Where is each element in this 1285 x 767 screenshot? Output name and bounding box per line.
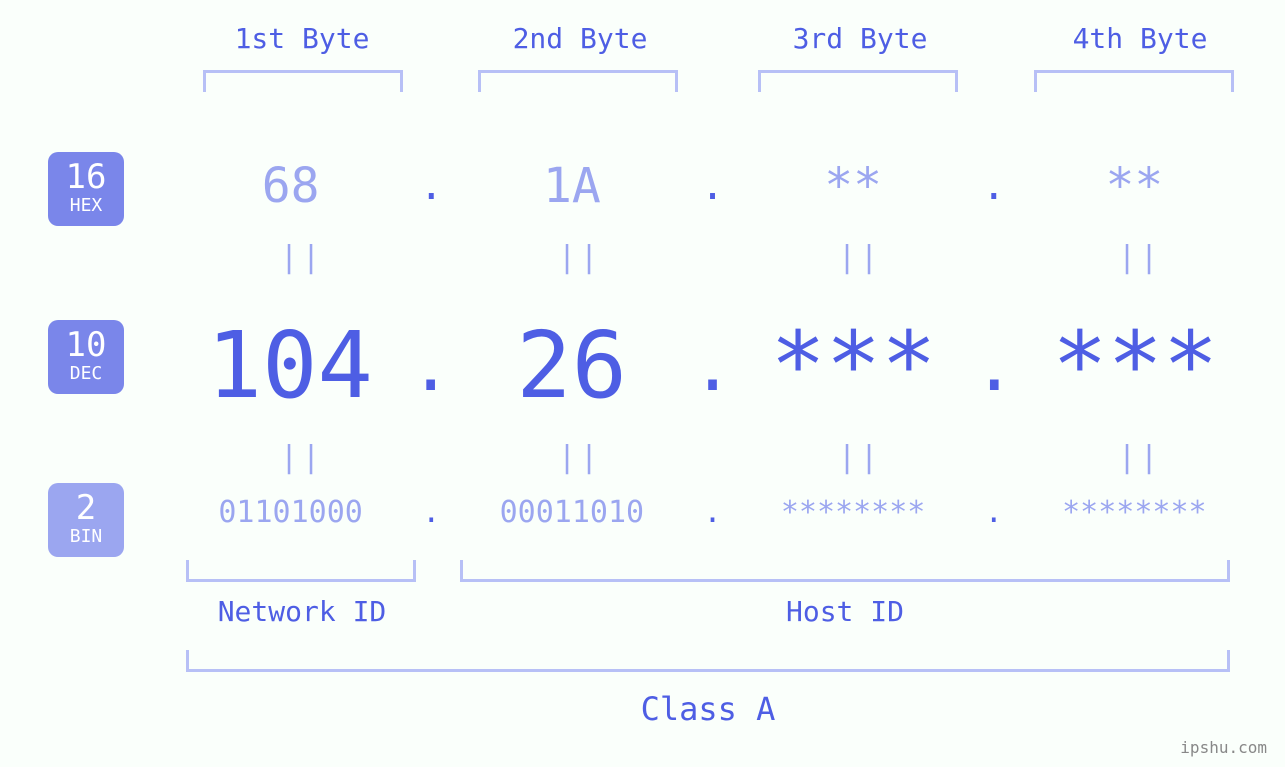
dot: . [973,325,1015,407]
byte-header-2: 2nd Byte [450,22,710,55]
equals-icon: || [172,240,432,275]
top-bracket-1 [203,70,403,92]
row-hex: 68 . 1A . ** . ** [170,158,1255,214]
dot: . [410,325,452,407]
base-badge-hex: 16 HEX [48,152,124,226]
hex-byte-3: ** [733,158,974,214]
equals-icon: || [1010,440,1270,475]
network-id-label: Network ID [172,595,432,628]
hex-byte-1: 68 [170,158,411,214]
base-label-bin: BIN [48,527,124,547]
host-id-label: Host ID [460,595,1230,628]
bin-byte-2: 00011010 [451,495,692,530]
byte-header-3: 3rd Byte [730,22,990,55]
dec-byte-4: *** [1015,312,1255,419]
class-bracket [186,650,1230,672]
base-label-dec: DEC [48,364,124,384]
dot: . [411,495,451,530]
dot: . [974,495,1014,530]
watermark: ipshu.com [1180,738,1267,757]
dec-byte-1: 104 [170,312,410,419]
bin-byte-4: ******** [1014,495,1255,530]
hex-byte-2: 1A [451,158,692,214]
equals-icon: || [172,440,432,475]
equals-icon: || [1010,240,1270,275]
row-dec: 104 . 26 . *** . *** [170,312,1255,419]
top-bracket-2 [478,70,678,92]
dot: . [411,163,451,209]
base-badge-dec: 10 DEC [48,320,124,394]
hex-byte-4: ** [1014,158,1255,214]
byte-header-1: 1st Byte [172,22,432,55]
base-num-dec: 10 [48,328,124,362]
network-id-bracket [186,560,416,582]
dec-byte-2: 26 [452,312,692,419]
dot: . [974,163,1014,209]
base-num-hex: 16 [48,160,124,194]
row-bin: 01101000 . 00011010 . ******** . *******… [170,495,1255,530]
byte-header-4: 4th Byte [1010,22,1270,55]
dec-byte-3: *** [734,312,974,419]
base-num-bin: 2 [48,491,124,525]
bin-byte-1: 01101000 [170,495,411,530]
bin-byte-3: ******** [733,495,974,530]
dot: . [693,163,733,209]
host-id-bracket [460,560,1230,582]
class-label: Class A [186,690,1230,728]
base-badge-bin: 2 BIN [48,483,124,557]
equals-icon: || [450,440,710,475]
equals-icon: || [730,440,990,475]
dot: . [691,325,733,407]
dot: . [693,495,733,530]
base-label-hex: HEX [48,196,124,216]
equals-icon: || [730,240,990,275]
top-bracket-3 [758,70,958,92]
equals-icon: || [450,240,710,275]
top-bracket-4 [1034,70,1234,92]
